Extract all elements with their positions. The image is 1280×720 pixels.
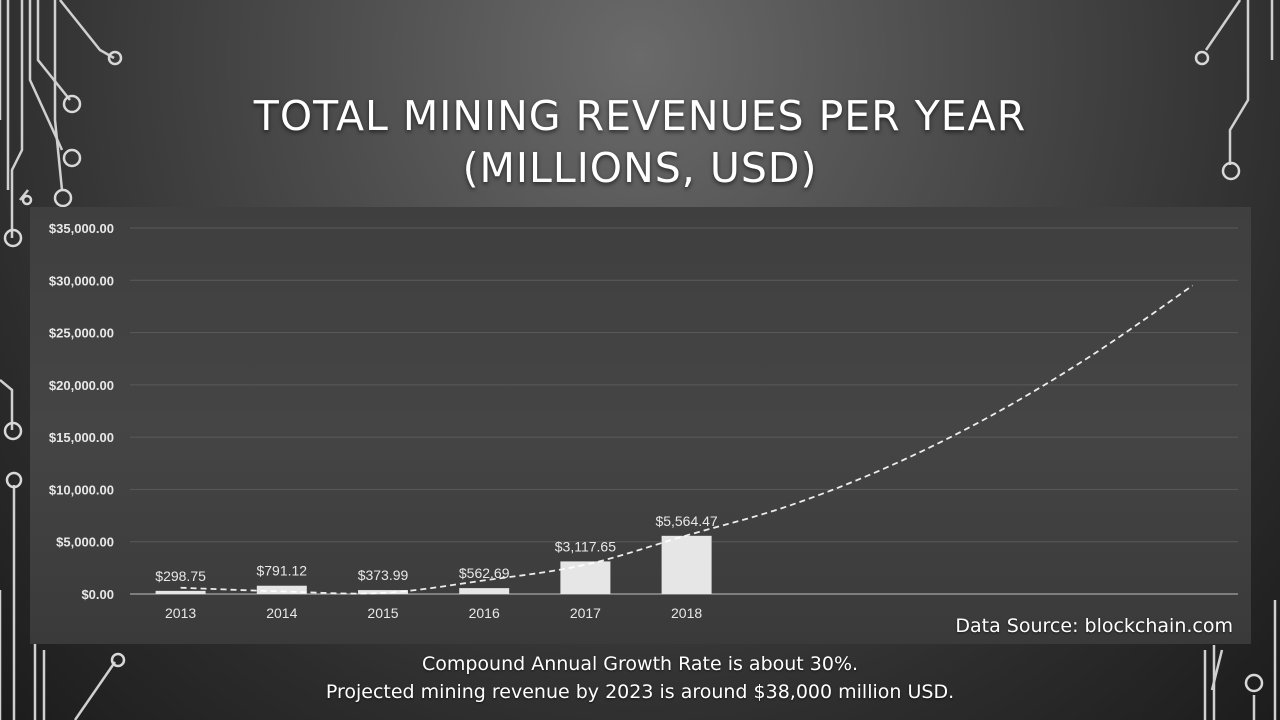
bar [256, 585, 307, 594]
chart-panel: $0.00 $5,000.00 $10,000.00 $15,000.00 $20,00… [30, 207, 1251, 644]
data-label: $3,117.65 [555, 538, 616, 554]
projection-note: Projected mining revenue by 2023 is arou… [325, 681, 955, 703]
bar [459, 588, 510, 594]
y-tick-label: $20,000.00 [49, 378, 114, 393]
data-label: $373.99 [358, 567, 409, 583]
bar [155, 590, 206, 594]
chart-title-line-2: (MILLIONS, USD) [462, 144, 818, 192]
x-tick-label: 2017 [570, 605, 601, 621]
x-tick-label: 2016 [469, 605, 500, 621]
data-label: $791.12 [256, 563, 307, 579]
bar [358, 590, 408, 594]
y-tick-label: $5,000.00 [56, 535, 114, 550]
x-tick-label: 2015 [367, 605, 398, 621]
y-tick-label: $35,000.00 [49, 221, 114, 236]
trendline [180, 284, 1194, 595]
data-label: $562.69 [459, 565, 510, 581]
y-tick-label: $15,000.00 [49, 430, 114, 445]
data-label: $298.75 [155, 568, 206, 584]
bar [661, 535, 712, 594]
chart-title-line-1: TOTAL MINING REVENUES PER YEAR [253, 92, 1027, 140]
bar-chart: $0.00 $5,000.00 $10,000.00 $15,000.00 $20,00… [49, 221, 1238, 621]
y-tick-label: $0.00 [81, 587, 114, 602]
y-tick-label: $10,000.00 [49, 482, 114, 497]
cagr-note: Compound Annual Growth Rate is about 30%… [421, 653, 859, 675]
x-tick-label: 2014 [266, 605, 297, 621]
x-tick-label: 2013 [165, 605, 196, 621]
x-tick-label: 2018 [671, 605, 702, 621]
data-source-label: Data Source: blockchain.com [955, 615, 1233, 637]
y-tick-label: $25,000.00 [49, 326, 114, 341]
y-tick-label: $30,000.00 [49, 273, 114, 288]
data-label: $5,564.47 [655, 513, 717, 529]
bar [560, 561, 611, 594]
